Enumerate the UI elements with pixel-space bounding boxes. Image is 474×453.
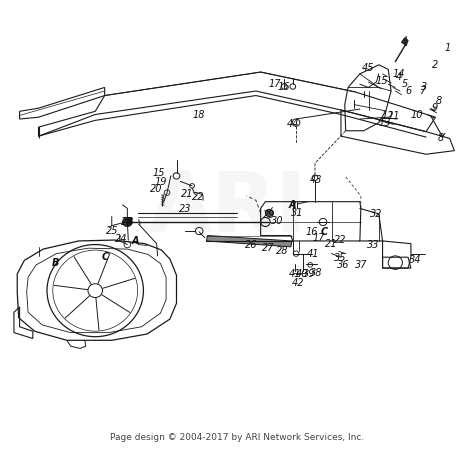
Text: 35: 35 [334, 253, 346, 263]
Text: 15: 15 [375, 76, 388, 86]
Text: 20: 20 [150, 184, 163, 194]
Text: 13: 13 [378, 118, 391, 128]
Text: 2: 2 [432, 60, 438, 70]
Text: 7: 7 [419, 86, 425, 96]
Text: 45: 45 [362, 63, 374, 72]
Text: Page design © 2004-2017 by ARI Network Services, Inc.: Page design © 2004-2017 by ARI Network S… [110, 434, 364, 443]
Text: 5: 5 [401, 79, 408, 89]
Text: 33: 33 [367, 240, 379, 250]
Text: ARI: ARI [148, 168, 307, 249]
Text: 41: 41 [288, 269, 301, 279]
Text: 38: 38 [310, 268, 323, 278]
Text: A: A [132, 236, 139, 246]
Text: 31: 31 [291, 208, 304, 218]
Text: 6: 6 [405, 86, 411, 96]
Text: 18: 18 [193, 110, 205, 120]
Text: 16: 16 [277, 82, 290, 92]
Text: 22: 22 [334, 235, 346, 245]
Text: C: C [321, 227, 328, 237]
Text: 25: 25 [106, 226, 118, 236]
Text: 15: 15 [153, 168, 165, 178]
Circle shape [265, 209, 273, 217]
Text: 14: 14 [392, 69, 405, 79]
Text: 23: 23 [179, 204, 191, 214]
Text: 4: 4 [395, 72, 402, 82]
Text: 21: 21 [325, 239, 338, 249]
Text: 28: 28 [276, 246, 288, 256]
Text: 8: 8 [436, 96, 442, 106]
Text: 1: 1 [444, 43, 450, 53]
Circle shape [123, 217, 132, 226]
Text: B: B [126, 217, 133, 227]
Text: 29: 29 [263, 210, 275, 220]
Text: 41: 41 [306, 250, 319, 260]
Text: 19: 19 [154, 177, 167, 187]
Text: 21: 21 [181, 189, 193, 199]
Text: 43: 43 [310, 175, 323, 185]
Text: 32: 32 [370, 209, 383, 219]
Text: B: B [51, 258, 59, 268]
Text: 36: 36 [337, 260, 350, 270]
Text: 26: 26 [245, 241, 257, 251]
Text: 30: 30 [271, 216, 283, 226]
Text: A: A [289, 200, 297, 210]
Text: 8: 8 [438, 134, 444, 144]
Text: 3: 3 [420, 82, 427, 92]
Text: 22: 22 [192, 192, 204, 202]
Text: 17: 17 [312, 233, 325, 243]
Text: 9: 9 [431, 103, 438, 113]
Text: 42: 42 [292, 278, 305, 288]
Text: 24: 24 [115, 234, 128, 244]
Text: 40: 40 [296, 269, 309, 279]
Text: 17: 17 [269, 79, 281, 89]
Text: 10: 10 [410, 110, 423, 120]
Polygon shape [401, 38, 408, 46]
Text: 24: 24 [121, 217, 134, 227]
Text: C: C [102, 252, 109, 262]
Polygon shape [206, 236, 292, 247]
Text: 44: 44 [286, 119, 299, 129]
Text: 39: 39 [302, 269, 315, 279]
Text: 16: 16 [305, 227, 318, 237]
Text: 11: 11 [388, 111, 400, 121]
Text: 12: 12 [381, 111, 393, 121]
Text: 27: 27 [262, 243, 274, 253]
Text: 37: 37 [355, 260, 367, 270]
Text: 34: 34 [410, 255, 422, 265]
